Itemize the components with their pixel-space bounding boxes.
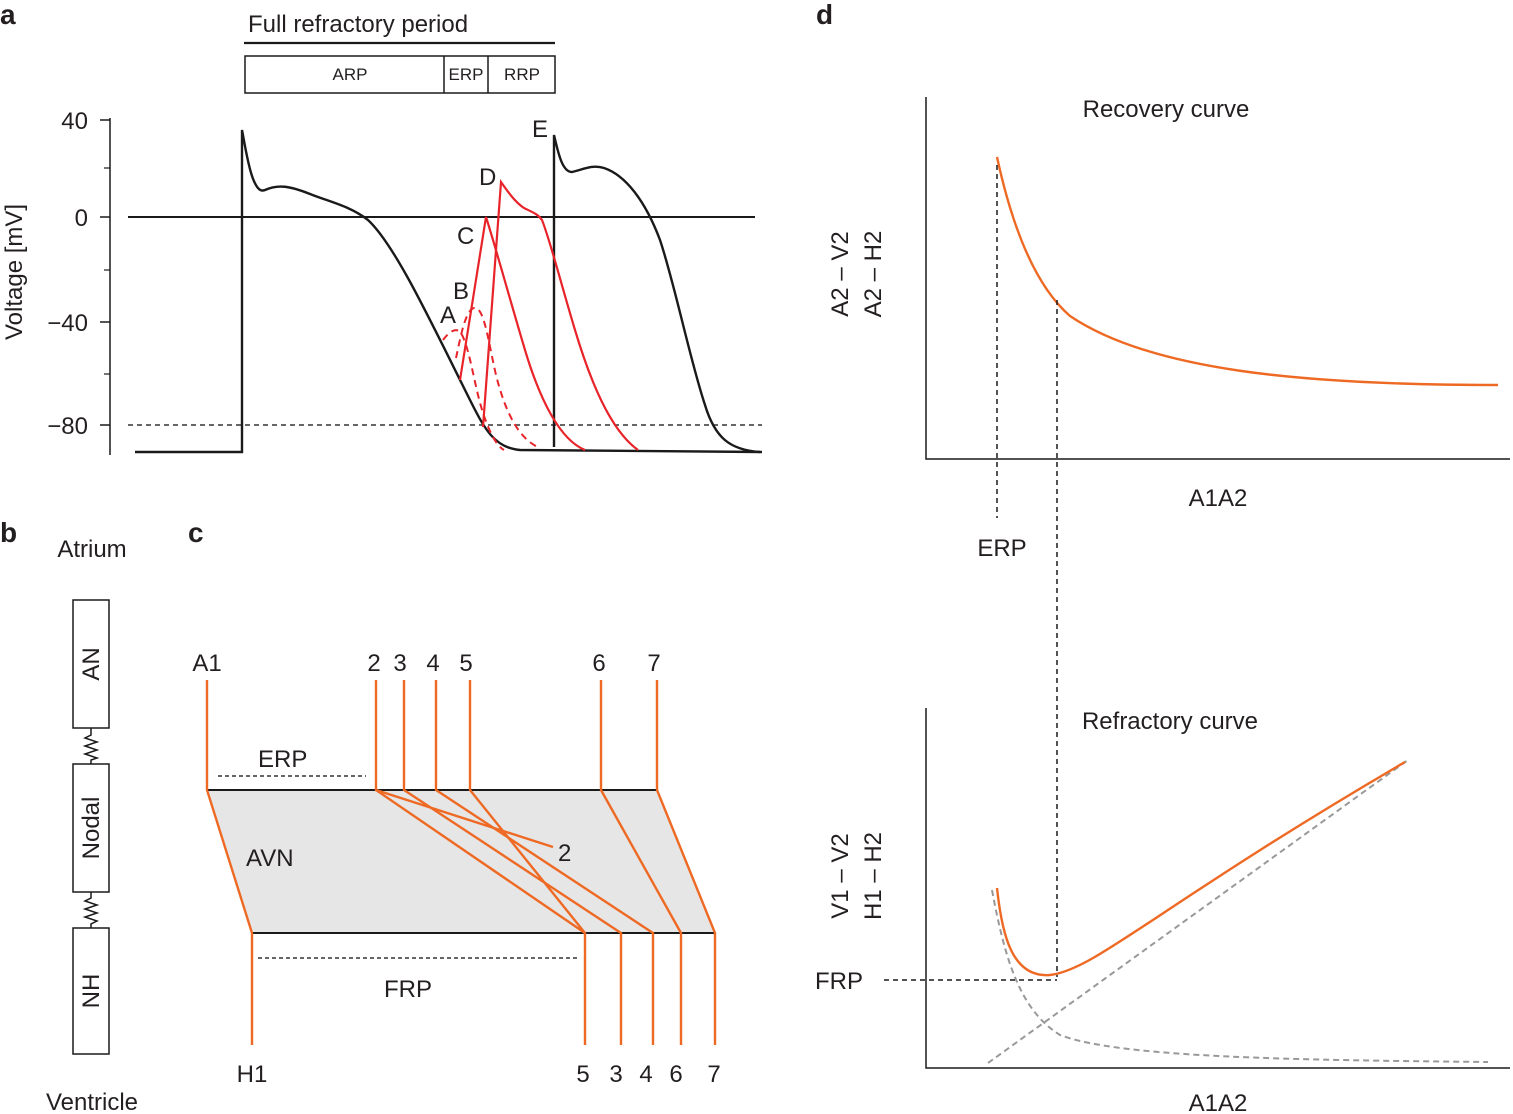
conduction-5 [468,680,587,1045]
erp-box-label: ERP [449,65,484,84]
avn-label: AVN [246,845,294,872]
panel-d: d Recovery curve A2 – V2 A2 – H2 A1A2 ER… [815,0,1510,1114]
panel-a-letter: a [0,0,16,30]
panel-b: b Atrium AN Nodal NH Ventricle [0,517,138,1114]
y-tick-label-40: 40 [61,108,88,135]
label-top-6: 6 [592,650,605,677]
curve-label-e: E [532,116,548,143]
refractory-curve [995,760,1406,977]
rrp-box-label: RRP [504,65,540,84]
avn-region [207,790,715,933]
conduction-crossing [375,789,586,934]
refractory-curve-plot: Refractory curve V1 – V2 H1 – H2 FRP A1A… [815,708,1510,1114]
recovery-ylabel-1: A2 – V2 [827,231,854,316]
recovery-title: Recovery curve [1083,96,1250,123]
an-block-label: AN [78,647,105,680]
action-potential-1 [135,129,763,454]
decaying-component-curve [991,889,1489,1063]
conduction-lines [205,680,717,1045]
identity-line [987,759,1409,1064]
recovery-curve [995,156,1499,387]
curve-label-b: B [453,278,469,305]
label-top-7: 7 [647,650,660,677]
panel-c-letter: c [188,517,204,548]
nodal-block [72,763,110,893]
ventricle-label: Ventricle [46,1089,138,1114]
voltage-axis: 40 0 −40 −80 Voltage [mV] [1,108,111,455]
refractory-ylabel-1: V1 – V2 [827,833,854,918]
y-tick-label-minus80: −80 [47,413,88,440]
premature-responses [442,178,639,452]
response-a [442,329,505,451]
action-potential-e [552,134,761,454]
nh-block-label: NH [78,974,105,1009]
curve-label-c: C [457,223,474,250]
conduction-6 [599,680,683,1045]
panel-d-letter: d [816,0,833,30]
panel-a: a Full refractory period ARP ERP RRP 40 … [0,0,763,455]
resistor-1 [82,728,100,764]
erp-label-d: ERP [977,535,1026,562]
label-a1: A1 [192,650,221,677]
refractory-axes [925,708,1510,1069]
refractory-ylabel-2: H1 – H2 [860,832,887,920]
response-d [481,178,639,451]
label-top-5: 5 [459,650,472,677]
erp-label-c: ERP [258,746,307,773]
recovery-curve-plot: Recovery curve A2 – V2 A2 – H2 A1A2 ERP [827,96,1510,562]
panel-c: c A1 2 3 4 5 6 7 ERP AVN 2 FRP H1 5 3 4 [188,517,721,1088]
y-axis-label: Voltage [mV] [1,204,28,340]
label-bottom-5: 5 [576,1061,589,1088]
recovery-xlabel: A1A2 [1189,485,1248,512]
refractory-box-outline [244,55,556,94]
label-top-3: 3 [393,650,406,677]
frp-label-d: FRP [815,968,863,995]
refractory-xlabel: A1A2 [1189,1090,1248,1114]
refractory-boxes: ARP ERP RRP [244,55,556,94]
curve-label-d: D [479,164,496,191]
y-tick-label-minus40: −40 [47,310,88,337]
conduction-3 [402,680,623,1045]
arp-box-label: ARP [333,65,368,84]
frp-label-c: FRP [384,976,432,1003]
label-bottom-4: 4 [639,1061,652,1088]
y-tick-label-0: 0 [75,205,88,232]
recovery-ylabel-2: A2 – H2 [860,231,887,318]
recovery-axes [925,97,1510,460]
nodal-block-label: Nodal [78,797,105,860]
label-h1: H1 [237,1061,268,1088]
response-c [458,216,586,452]
label-top-4: 4 [426,650,439,677]
label-bottom-7: 7 [707,1061,720,1088]
conduction-7 [655,680,717,1045]
resistor-2 [82,892,100,928]
label-bottom-6: 6 [669,1061,682,1088]
label-bottom-3: 3 [609,1061,622,1088]
conduction-4 [434,680,655,1045]
curve-label-a: A [440,302,456,329]
blocked-label-2: 2 [558,840,571,867]
response-b [455,307,541,449]
conduction-a1-h1 [205,680,254,1045]
atrium-label: Atrium [57,536,126,563]
refractory-title: Refractory curve [1082,708,1258,735]
nh-block [72,927,110,1055]
panel-b-letter: b [0,517,17,548]
full-refractory-title: Full refractory period [248,11,468,38]
label-top-2: 2 [367,650,380,677]
